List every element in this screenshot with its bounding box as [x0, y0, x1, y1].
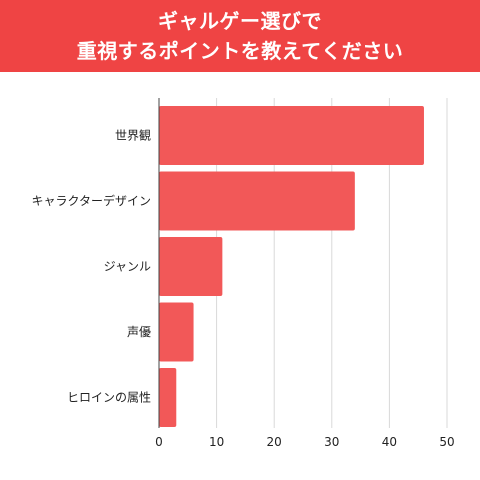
x-tick-label: 50 — [439, 435, 454, 449]
bar — [159, 106, 424, 165]
x-tick-label: 20 — [267, 435, 282, 449]
x-tick-label: 10 — [209, 435, 224, 449]
x-tick-label: 0 — [155, 435, 163, 449]
category-label: ジャンル — [104, 260, 151, 274]
title-line-2: 重視するポイントを教えてください — [77, 36, 403, 66]
bar — [159, 237, 222, 296]
category-label: 世界観 — [115, 129, 151, 143]
category-label: キャラクターデザイン — [31, 193, 151, 208]
x-tick-label: 40 — [382, 435, 397, 449]
bar — [159, 172, 355, 231]
x-tick-label: 30 — [324, 435, 339, 449]
title-line-1: ギャルゲー選びで — [158, 6, 322, 36]
category-label: ヒロインの属性 — [67, 391, 151, 405]
bar — [159, 368, 176, 427]
bar — [159, 303, 194, 362]
category-label: 声優 — [127, 325, 151, 339]
title-banner: ギャルゲー選びで 重視するポイントを教えてください — [0, 0, 480, 72]
